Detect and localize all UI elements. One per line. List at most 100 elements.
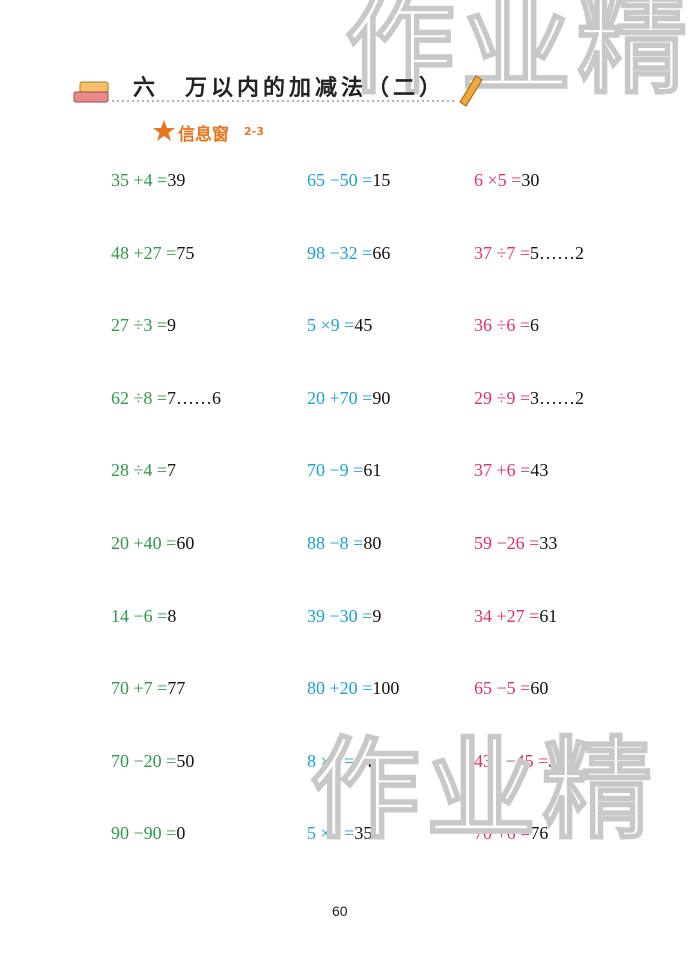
equation: 5 ×7 =35	[307, 823, 372, 844]
equation-answer: 5……2	[530, 242, 585, 263]
equation: 34 +27 =61	[474, 606, 557, 627]
equation-question: 34 +27 =	[474, 605, 540, 626]
equation-question: 39 −30 =	[307, 605, 373, 626]
equation-question: 70 −9 =	[307, 460, 364, 481]
equation-answer: 60	[530, 678, 549, 699]
equation-question: 37 ÷7 =	[474, 242, 531, 263]
equation-answer: 3……2	[530, 387, 585, 408]
equation: 5 ×9 =45	[307, 315, 372, 336]
equation-question: 88 −8 =	[307, 533, 364, 553]
equation-answer: 7……6	[167, 387, 222, 408]
equation-question: 36 ÷6 =	[474, 315, 531, 336]
equation: 20 +40 =60	[111, 533, 194, 554]
header-decor	[73, 75, 483, 107]
equation: 36 ÷6 =6	[474, 315, 539, 336]
equation-answer: 60	[176, 533, 195, 553]
unit-number: 六	[133, 76, 160, 101]
watermark: 作业精	[309, 725, 658, 855]
equation: 48 +27 =75	[111, 243, 194, 264]
equation-question: 27 ÷3 =	[111, 315, 168, 336]
equation-answer: 43	[530, 460, 549, 481]
equation: 62 ÷8 =7……6	[111, 388, 221, 409]
equation-answer: 0	[176, 823, 186, 844]
equation-question: 65 −50 =	[307, 170, 373, 190]
equation-question: 37 +6 =	[474, 460, 531, 481]
star-icon	[153, 120, 175, 141]
equation-answer: 77	[167, 678, 186, 699]
equation: 59 −26 =33	[474, 533, 557, 554]
equation-answer: 9	[167, 315, 177, 336]
page-number: 60	[332, 903, 348, 919]
equation-question: 98 −32 =	[307, 242, 373, 263]
equation-question: 90 −90 =	[111, 823, 177, 844]
equation-question: 14 −6 =	[111, 605, 168, 626]
equation: 27 ÷3 =9	[111, 315, 176, 336]
equation-question: 29 ÷9 =	[474, 387, 531, 408]
equation: 70 +7 =77	[111, 678, 185, 699]
equation: 432 −45 =387	[474, 751, 575, 772]
equation-answer: 9	[372, 605, 382, 626]
equation-answer: 61	[539, 605, 558, 626]
equation: 37 +6 =43	[474, 460, 548, 481]
equation-answer: 6	[530, 315, 540, 336]
equation-question: 20 +40 =	[111, 533, 177, 553]
equation-question: 5 ×9 =	[307, 315, 355, 336]
equation-question: 432 −45 =	[474, 750, 549, 771]
equation: 37 ÷7 =5……2	[474, 243, 584, 264]
equation-question: 70 +6 =	[474, 823, 531, 844]
equation-question: 70 +7 =	[111, 678, 168, 699]
equation-question: 59 −26 =	[474, 533, 540, 553]
equation-question: 80 +20 =	[307, 678, 373, 699]
equation-question: 48 +27 =	[111, 242, 177, 263]
equation-question: 62 ÷8 =	[111, 387, 168, 408]
equation-answer: 45	[354, 315, 373, 336]
equation-question: 8 ×8 =	[307, 750, 355, 771]
equation: 70 −9 =61	[307, 460, 381, 481]
equation-question: 28 ÷4 =	[111, 460, 168, 481]
equation-answer: 90	[372, 387, 391, 408]
equation: 98 −32 =66	[307, 243, 390, 264]
equation: 90 −90 =0	[111, 823, 185, 844]
equation: 65 −50 =15	[307, 170, 390, 191]
equation: 88 −8 =80	[307, 533, 381, 554]
equation-answer: 80	[363, 533, 382, 553]
equation-answer: 35	[354, 823, 373, 844]
equation-question: 20 +70 =	[307, 387, 373, 408]
equation: 70 +6 =76	[474, 823, 548, 844]
equation-answer: 66	[372, 242, 391, 263]
equation-answer: 8	[167, 605, 177, 626]
equation: 70 −20 =50	[111, 751, 194, 772]
equation: 28 ÷4 =7	[111, 460, 176, 481]
equation-answer: 50	[176, 750, 195, 771]
equation-question: 35 +4 =	[111, 170, 168, 190]
equation-question: 5 ×7 =	[307, 823, 355, 844]
equation-answer: 64	[354, 750, 373, 771]
section-number: 2-3	[244, 125, 264, 138]
equation-question: 6 ×5 =	[474, 170, 522, 190]
equation-answer: 15	[372, 170, 391, 190]
equation-answer: 61	[363, 460, 382, 481]
watermark: 作业精	[344, 0, 693, 110]
equation: 29 ÷9 =3……2	[474, 388, 584, 409]
equation-question: 65 −5 =	[474, 678, 531, 699]
equation: 39 −30 =9	[307, 606, 381, 627]
equation-answer: 75	[176, 242, 195, 263]
equation: 14 −6 =8	[111, 606, 176, 627]
equation-answer: 7	[167, 460, 177, 481]
equation-answer: 39	[167, 170, 186, 190]
equation-answer: 76	[530, 823, 549, 844]
equation-answer: 387	[548, 750, 576, 771]
equation: 20 +70 =90	[307, 388, 390, 409]
equation: 65 −5 =60	[474, 678, 548, 699]
equation-answer: 30	[521, 170, 540, 190]
equation: 8 ×8 =64	[307, 751, 372, 772]
equation: 80 +20 =100	[307, 678, 399, 699]
section-label: 信息窗	[178, 125, 229, 145]
equation: 35 +4 =39	[111, 170, 185, 191]
equation: 6 ×5 =30	[474, 170, 539, 191]
equation-answer: 33	[539, 533, 558, 553]
equation-answer: 100	[372, 678, 400, 699]
equation-question: 70 −20 =	[111, 750, 177, 771]
unit-title: 万以内的加减法（二）	[185, 76, 446, 101]
